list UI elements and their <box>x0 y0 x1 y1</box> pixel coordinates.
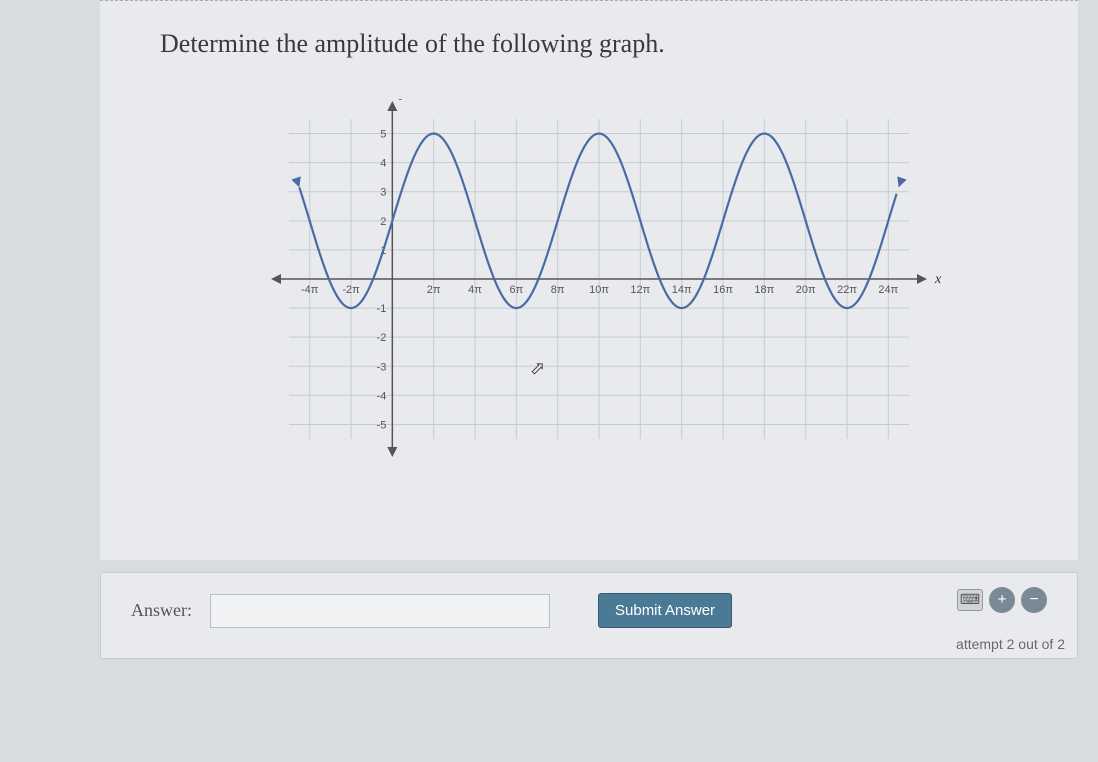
keyboard-icon[interactable]: ⌨ <box>957 589 983 611</box>
svg-text:16π: 16π <box>713 284 733 296</box>
amplitude-chart: -4π -2π 2π 4π 6π 8π 10π 12π 14π 16π 18π 20π 22π 24π -5… <box>249 99 949 479</box>
svg-text:3: 3 <box>380 187 386 199</box>
svg-text:-4: -4 <box>377 390 387 402</box>
svg-text:-4π: -4π <box>301 284 319 296</box>
question-card: Determine the amplitude of the following… <box>100 0 1078 560</box>
chart-container: -4π -2π 2π 4π 6π 8π 10π 12π 14π 16π 18π 20π 22π 24π -5… <box>160 89 1038 499</box>
svg-text:4π: 4π <box>468 284 482 296</box>
svg-text:-2π: -2π <box>342 284 360 296</box>
svg-text:2: 2 <box>380 216 386 228</box>
svg-text:4: 4 <box>380 158 386 170</box>
svg-text:-3: -3 <box>377 361 387 373</box>
attempt-counter: attempt 2 out of 2 <box>956 636 1065 652</box>
svg-text:18π: 18π <box>754 284 774 296</box>
svg-text:5: 5 <box>380 129 386 141</box>
submit-button[interactable]: Submit Answer <box>598 593 732 628</box>
answer-input[interactable] <box>210 594 550 628</box>
svg-text:-5: -5 <box>377 419 387 431</box>
svg-text:24π: 24π <box>878 284 898 296</box>
answer-row: Answer: Submit Answer <box>131 593 1047 628</box>
plus-icon[interactable]: + <box>989 587 1015 613</box>
minus-icon[interactable]: − <box>1021 587 1047 613</box>
svg-text:22π: 22π <box>837 284 857 296</box>
question-title: Determine the amplitude of the following… <box>160 29 1038 59</box>
answer-card: ⌨ + − Answer: Submit Answer attempt 2 ou… <box>100 572 1078 659</box>
math-toolbar: ⌨ + − <box>957 587 1047 613</box>
svg-text:x: x <box>934 272 942 287</box>
svg-text:-1: -1 <box>377 303 387 315</box>
svg-text:y: y <box>398 99 407 101</box>
svg-text:12π: 12π <box>630 284 650 296</box>
svg-text:10π: 10π <box>589 284 609 296</box>
svg-text:-2: -2 <box>377 332 387 344</box>
svg-text:14π: 14π <box>672 284 692 296</box>
svg-text:2π: 2π <box>427 284 441 296</box>
answer-label: Answer: <box>131 600 192 621</box>
svg-text:20π: 20π <box>796 284 816 296</box>
svg-text:6π: 6π <box>509 284 523 296</box>
svg-text:8π: 8π <box>551 284 565 296</box>
